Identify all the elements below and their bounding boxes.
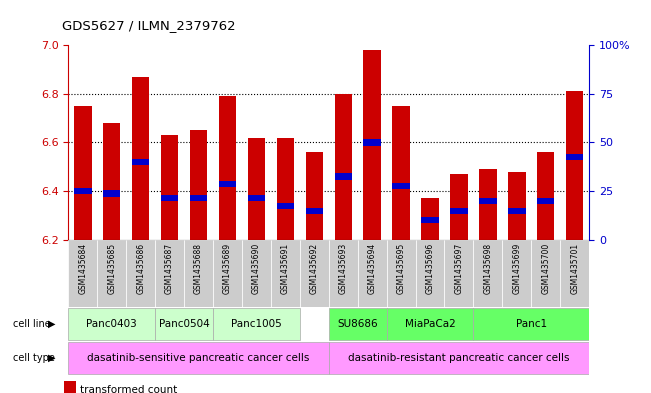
Bar (248, 195, 265, 202)
Text: GSM1435688: GSM1435688 (194, 243, 203, 294)
Bar (508, 208, 525, 213)
Text: transformed count: transformed count (80, 384, 177, 393)
Bar (277, 138, 294, 240)
Bar (190, 130, 207, 240)
Text: GSM1435687: GSM1435687 (165, 243, 174, 294)
Text: GSM1435684: GSM1435684 (78, 243, 87, 294)
Text: GSM1435695: GSM1435695 (396, 243, 406, 294)
Bar (335, 94, 352, 240)
Text: Panc0504: Panc0504 (159, 319, 210, 329)
Bar (450, 208, 467, 213)
Text: dasatinib-resistant pancreatic cancer cells: dasatinib-resistant pancreatic cancer ce… (348, 353, 570, 363)
Bar (445, 240, 473, 307)
Bar (473, 240, 503, 307)
Bar (219, 96, 236, 240)
Bar (335, 173, 352, 180)
Bar (508, 172, 525, 240)
Bar (64, 381, 76, 393)
Bar (503, 240, 531, 307)
Bar (415, 240, 445, 307)
Bar (479, 198, 497, 204)
Bar (329, 342, 589, 374)
Bar (219, 181, 236, 187)
Bar (305, 208, 323, 213)
Bar (161, 195, 178, 202)
Bar (213, 240, 242, 307)
Bar (566, 154, 583, 160)
Bar (242, 240, 271, 307)
Bar (126, 240, 155, 307)
Text: GDS5627 / ILMN_2379762: GDS5627 / ILMN_2379762 (62, 20, 236, 33)
Text: Panc0403: Panc0403 (87, 319, 137, 329)
Text: cell type: cell type (13, 353, 55, 363)
Bar (566, 92, 583, 240)
Bar (531, 240, 561, 307)
Text: dasatinib-sensitive pancreatic cancer cells: dasatinib-sensitive pancreatic cancer ce… (87, 353, 310, 363)
Text: GSM1435690: GSM1435690 (252, 243, 261, 294)
Text: GSM1435698: GSM1435698 (484, 243, 492, 294)
Bar (329, 308, 387, 340)
Text: GSM1435691: GSM1435691 (281, 243, 290, 294)
Bar (97, 240, 126, 307)
Bar (561, 240, 589, 307)
Bar (329, 240, 357, 307)
Text: Panc1: Panc1 (516, 319, 547, 329)
Bar (248, 138, 265, 240)
Bar (68, 308, 155, 340)
Bar (537, 198, 555, 204)
Bar (155, 240, 184, 307)
Bar (537, 152, 555, 240)
Text: GSM1435685: GSM1435685 (107, 243, 117, 294)
Bar (387, 308, 473, 340)
Text: GSM1435701: GSM1435701 (570, 243, 579, 294)
Text: GSM1435692: GSM1435692 (310, 243, 319, 294)
Text: GSM1435700: GSM1435700 (541, 243, 550, 294)
Text: cell line: cell line (13, 319, 51, 329)
Bar (155, 308, 213, 340)
Text: GSM1435694: GSM1435694 (368, 243, 377, 294)
Text: GSM1435693: GSM1435693 (339, 243, 348, 294)
Text: MiaPaCa2: MiaPaCa2 (405, 319, 456, 329)
Bar (393, 106, 409, 240)
Text: ▶: ▶ (48, 319, 56, 329)
Bar (450, 174, 467, 240)
Bar (68, 342, 329, 374)
Bar (103, 123, 120, 240)
Bar (363, 50, 381, 240)
Bar (74, 106, 92, 240)
Bar (68, 240, 97, 307)
Text: SU8686: SU8686 (337, 319, 378, 329)
Text: GSM1435686: GSM1435686 (136, 243, 145, 294)
Bar (213, 308, 300, 340)
Bar (132, 77, 149, 240)
Bar (363, 140, 381, 145)
Text: GSM1435697: GSM1435697 (454, 243, 464, 294)
Bar (74, 188, 92, 194)
Bar (161, 135, 178, 240)
Bar (184, 240, 213, 307)
Text: GSM1435696: GSM1435696 (426, 243, 434, 294)
Text: GSM1435689: GSM1435689 (223, 243, 232, 294)
Bar (479, 169, 497, 240)
Bar (473, 308, 589, 340)
Bar (421, 217, 439, 223)
Bar (271, 240, 300, 307)
Bar (387, 240, 415, 307)
Bar (300, 240, 329, 307)
Text: GSM1435699: GSM1435699 (512, 243, 521, 294)
Bar (357, 240, 387, 307)
Bar (277, 203, 294, 209)
Bar (132, 159, 149, 165)
Bar (190, 195, 207, 202)
Text: Panc1005: Panc1005 (231, 319, 282, 329)
Bar (305, 152, 323, 240)
Bar (421, 198, 439, 240)
Text: ▶: ▶ (48, 353, 56, 363)
Bar (393, 183, 409, 189)
Bar (103, 191, 120, 196)
